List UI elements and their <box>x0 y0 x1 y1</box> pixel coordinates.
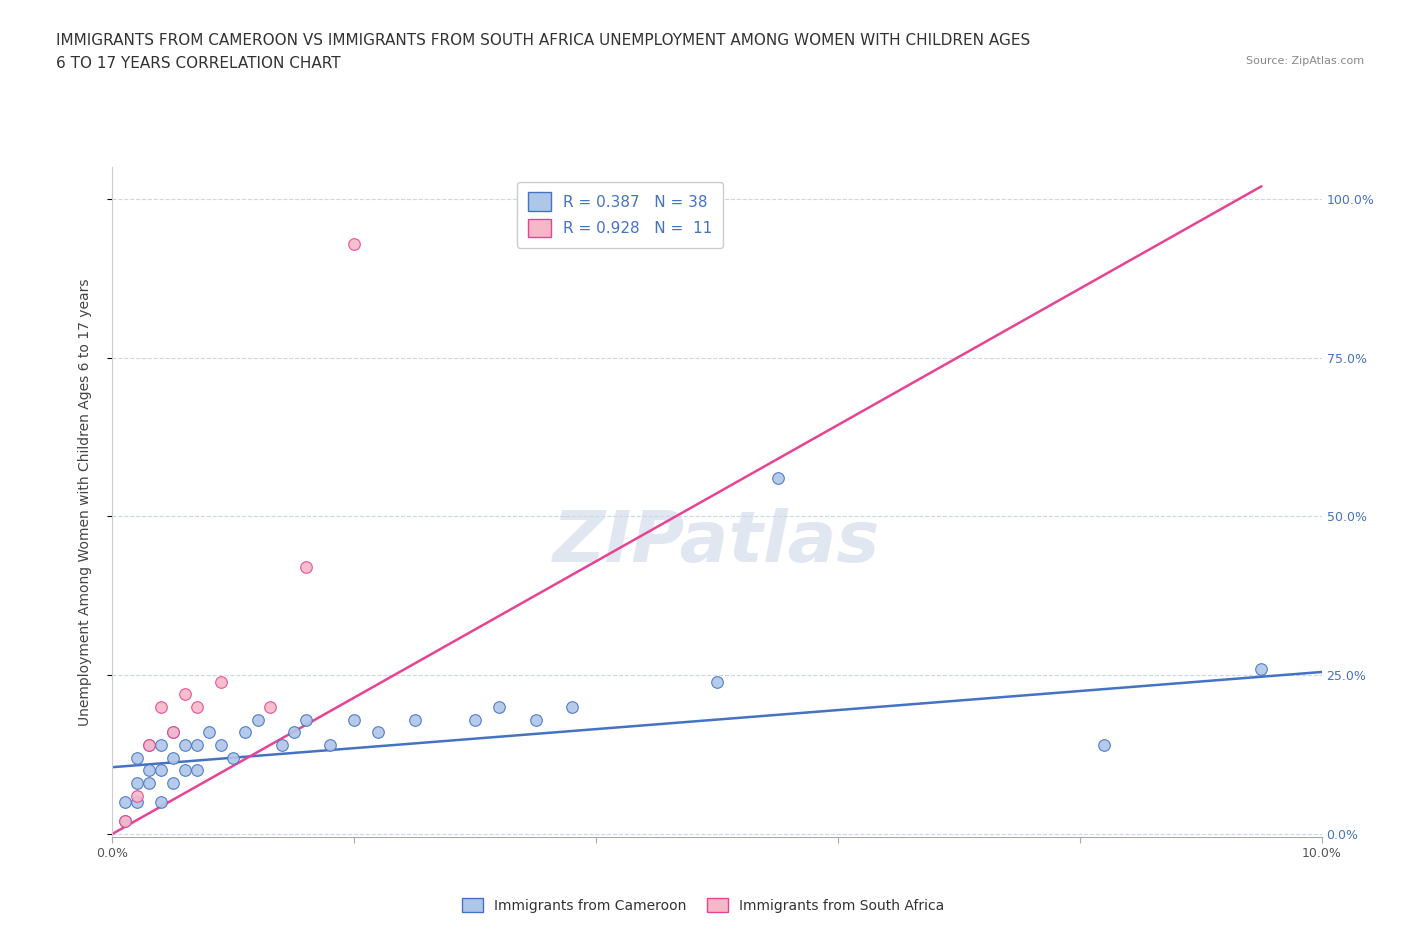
Point <box>209 737 232 752</box>
Point <box>174 763 197 777</box>
Point <box>149 794 172 809</box>
Point <box>343 712 366 727</box>
Point <box>186 763 208 777</box>
Point <box>174 737 197 752</box>
Legend: Immigrants from Cameroon, Immigrants from South Africa: Immigrants from Cameroon, Immigrants fro… <box>457 893 949 919</box>
Y-axis label: Unemployment Among Women with Children Ages 6 to 17 years: Unemployment Among Women with Children A… <box>77 278 91 726</box>
Point <box>766 471 789 485</box>
Legend: R = 0.387   N = 38, R = 0.928   N =  11: R = 0.387 N = 38, R = 0.928 N = 11 <box>517 181 723 248</box>
Point <box>464 712 486 727</box>
Point <box>125 751 148 765</box>
Point <box>198 724 221 739</box>
Point <box>524 712 547 727</box>
Text: IMMIGRANTS FROM CAMEROON VS IMMIGRANTS FROM SOUTH AFRICA UNEMPLOYMENT AMONG WOME: IMMIGRANTS FROM CAMEROON VS IMMIGRANTS F… <box>56 33 1031 47</box>
Point <box>706 674 728 689</box>
Point <box>162 776 184 790</box>
Point <box>162 724 184 739</box>
Point <box>125 794 148 809</box>
Point <box>209 674 232 689</box>
Point <box>138 737 160 752</box>
Point <box>186 699 208 714</box>
Point <box>295 560 318 575</box>
Point <box>114 814 136 829</box>
Point <box>367 724 389 739</box>
Point <box>149 737 172 752</box>
Text: ZIPatlas: ZIPatlas <box>554 508 880 577</box>
Point <box>114 814 136 829</box>
Point <box>283 724 305 739</box>
Point <box>561 699 583 714</box>
Point <box>162 751 184 765</box>
Point <box>1092 737 1115 752</box>
Point <box>488 699 510 714</box>
Point <box>235 724 257 739</box>
Point <box>149 699 172 714</box>
Point <box>246 712 269 727</box>
Point <box>404 712 426 727</box>
Point <box>138 763 160 777</box>
Point <box>114 794 136 809</box>
Point <box>125 789 148 804</box>
Text: Source: ZipAtlas.com: Source: ZipAtlas.com <box>1246 56 1364 66</box>
Point <box>174 686 197 701</box>
Point <box>186 737 208 752</box>
Point <box>162 724 184 739</box>
Point <box>138 776 160 790</box>
Point <box>259 699 281 714</box>
Point <box>270 737 292 752</box>
Point <box>319 737 342 752</box>
Point <box>295 712 318 727</box>
Point <box>222 751 245 765</box>
Point <box>149 763 172 777</box>
Point <box>343 236 366 251</box>
Point <box>138 737 160 752</box>
Point <box>1250 661 1272 676</box>
Text: 6 TO 17 YEARS CORRELATION CHART: 6 TO 17 YEARS CORRELATION CHART <box>56 56 340 71</box>
Point <box>125 776 148 790</box>
